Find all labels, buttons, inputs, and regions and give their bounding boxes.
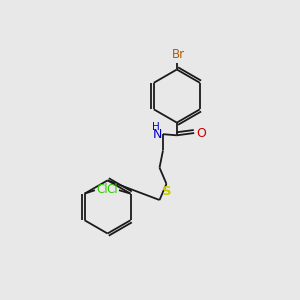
Text: S: S (162, 185, 171, 198)
Text: Cl: Cl (96, 182, 108, 196)
Text: N: N (153, 128, 162, 141)
Text: Br: Br (171, 48, 184, 62)
Text: H: H (152, 122, 160, 132)
Text: O: O (196, 127, 206, 140)
Text: Cl: Cl (106, 182, 118, 196)
